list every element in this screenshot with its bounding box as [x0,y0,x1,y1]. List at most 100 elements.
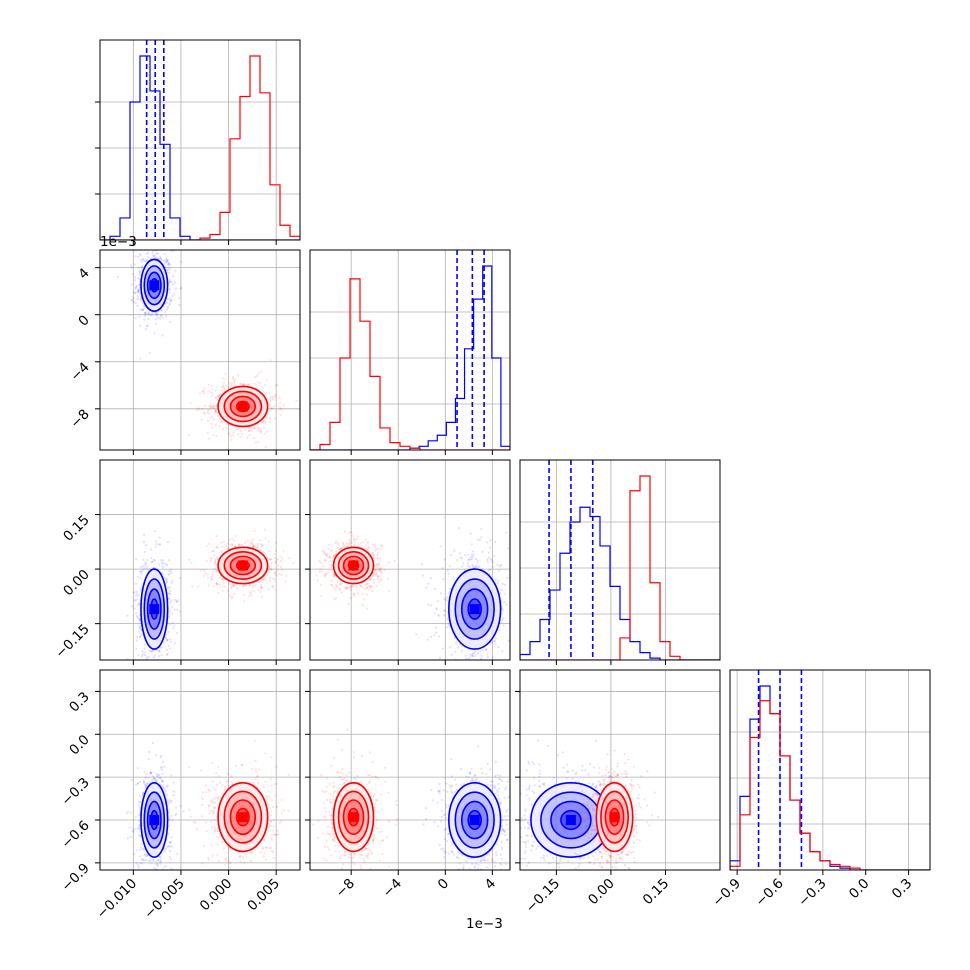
scatter-point [486,655,490,659]
scatter-point [139,587,142,591]
scatter-point [252,538,255,541]
scatter-point [279,559,283,563]
scatter-point [274,541,278,544]
scatter-point [129,811,132,814]
scatter-point [503,583,507,586]
scatter-point [130,283,133,286]
scatter-point [481,667,483,669]
scatter-point [271,407,274,410]
scatter-point [155,753,158,757]
scatter-point [170,599,173,602]
scatter-point [166,263,169,266]
scatter-point [329,559,332,563]
scatter-point [324,553,327,556]
scatter-point [132,296,135,299]
scatter-point [147,661,149,663]
scatter-point [211,573,214,576]
scatter-point [265,430,268,433]
scatter-point [480,654,483,657]
scatter-point [369,578,372,581]
scatter-point [172,781,175,784]
scatter-point [139,253,142,257]
scatter-point [154,256,158,259]
scatter-point [227,432,230,435]
scatter-point [165,301,168,304]
scatter-point [270,799,273,802]
scatter-point [333,554,336,557]
scatter-point [210,578,213,581]
scatter-point [126,657,129,660]
scatter-point [147,312,150,315]
scatter-point [366,540,370,543]
scatter-point [233,544,237,548]
scatter-point [479,650,482,653]
scatter-point [443,609,446,612]
scatter-point [320,570,324,573]
scatter-point [242,584,245,587]
scatter-point [345,587,348,590]
scatter-point [334,542,337,545]
scatter-point [153,559,156,562]
scatter-point [141,793,144,797]
scatter-point [363,598,366,601]
scatter-point [226,423,229,426]
scatter-point [155,543,158,546]
scatter-point [136,297,139,300]
scatter-point [151,649,154,652]
scatter-point [273,561,277,564]
scatter-point [479,657,483,660]
scatter-point [470,553,473,556]
scatter-point [143,848,146,851]
scatter-point [202,574,206,577]
scatter-point [139,632,142,635]
histogram-panel-2 [309,249,511,451]
scatter-point [285,574,288,577]
scatter-point [169,299,173,302]
scatter-point [473,650,476,653]
scatter-point [279,555,282,558]
scatter-point [216,583,219,586]
scatter-point [478,565,481,568]
scatter-point [157,859,160,862]
scatter-point [273,833,276,836]
scatter-point [251,545,254,548]
scatter-point [131,273,135,276]
scatter-point [151,311,154,315]
scatter-point [375,573,378,576]
histogram-series-1 [520,506,720,660]
scatter-point [474,654,477,658]
scatter-point [220,389,223,392]
scatter-point [188,433,191,437]
scatter-point [148,781,152,784]
scatter-point [471,654,474,658]
scatter-point [280,819,283,822]
scatter-point [134,255,137,258]
scatter-point [189,402,192,405]
scatter-point [249,591,252,594]
scatter-point [167,559,171,562]
scatter-point [224,585,227,588]
scatter-point [169,300,172,303]
scatter-point [494,541,497,544]
scatter-point [254,583,257,586]
scatter-point [203,404,207,407]
scatter-point [349,589,353,592]
scatter-point [429,635,433,639]
scatter-point [318,559,321,563]
scatter-point [243,853,247,856]
scatter-point [282,404,285,407]
scatter-point [470,556,473,559]
scatter-point [147,251,150,255]
scatter-point [200,418,203,421]
scatter-point [161,559,164,562]
scatter-point [380,578,383,582]
scatter-point [379,578,383,581]
scatter-point [474,558,478,561]
scatter-point [142,792,145,795]
scatter-point [374,549,377,552]
scatter-point [165,577,168,581]
scatter-point [247,427,250,430]
scatter-point [229,861,232,865]
scatter-point [220,386,224,389]
scatter-point [173,598,177,601]
